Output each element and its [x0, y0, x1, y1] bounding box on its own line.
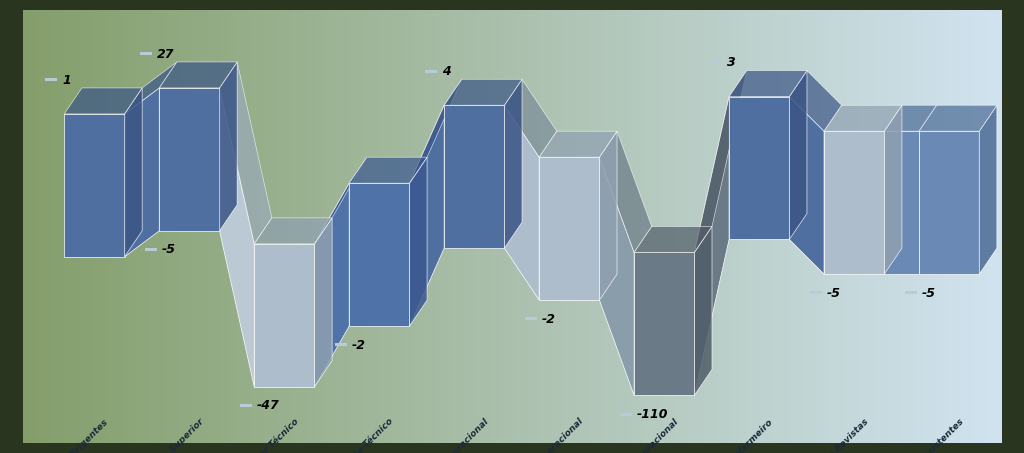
Polygon shape [694, 71, 746, 252]
Polygon shape [885, 105, 902, 274]
Polygon shape [349, 183, 410, 326]
Bar [621, 413, 632, 416]
Text: Encarregado Geral Operacional: Encarregado Geral Operacional [372, 417, 490, 453]
Bar [711, 61, 722, 64]
Text: 3: 3 [727, 56, 735, 69]
Polygon shape [790, 71, 842, 131]
Polygon shape [885, 131, 919, 274]
Bar [335, 343, 347, 347]
Polygon shape [314, 218, 332, 387]
Polygon shape [885, 105, 937, 131]
Polygon shape [444, 79, 522, 105]
Polygon shape [219, 62, 271, 244]
Polygon shape [219, 88, 254, 387]
Polygon shape [444, 105, 505, 248]
Text: -5: -5 [826, 287, 841, 300]
Polygon shape [65, 88, 142, 114]
Text: -110: -110 [637, 408, 669, 421]
Text: 1: 1 [62, 74, 71, 87]
Text: -2: -2 [542, 313, 556, 326]
Polygon shape [979, 105, 997, 274]
Bar [241, 404, 252, 407]
Polygon shape [410, 105, 444, 326]
Polygon shape [790, 71, 807, 240]
Bar [145, 248, 157, 251]
Polygon shape [540, 131, 617, 157]
Polygon shape [125, 88, 160, 257]
Text: Carreiras não Revistas: Carreiras não Revistas [783, 417, 870, 453]
Polygon shape [314, 157, 367, 244]
Polygon shape [824, 131, 885, 274]
Polygon shape [634, 226, 712, 252]
Text: Dirigentes: Dirigentes [67, 417, 111, 453]
Bar [140, 52, 153, 55]
Polygon shape [919, 131, 979, 274]
Text: -2: -2 [352, 339, 366, 352]
Text: Assistente Operacional: Assistente Operacional [591, 417, 680, 453]
Polygon shape [125, 62, 177, 114]
Text: -47: -47 [257, 399, 280, 412]
Text: Técnico Superior: Técnico Superior [139, 417, 206, 453]
Bar [810, 291, 822, 294]
Polygon shape [314, 183, 349, 387]
Text: 4: 4 [442, 65, 451, 78]
Polygon shape [694, 96, 729, 395]
Polygon shape [729, 71, 807, 96]
Polygon shape [599, 131, 651, 252]
Text: Enfermeiro: Enfermeiro [729, 417, 775, 453]
Bar [45, 78, 57, 82]
Text: -5: -5 [922, 287, 936, 300]
Polygon shape [540, 157, 599, 300]
Polygon shape [254, 218, 332, 244]
Polygon shape [160, 88, 219, 231]
Bar [905, 291, 916, 294]
Polygon shape [219, 62, 238, 231]
Polygon shape [729, 96, 790, 240]
Polygon shape [65, 114, 125, 257]
Polygon shape [790, 96, 824, 274]
Text: -5: -5 [162, 243, 176, 256]
Polygon shape [919, 105, 997, 131]
Text: Coordenador Técnico: Coordenador Técnico [219, 417, 300, 453]
Polygon shape [410, 79, 462, 183]
Polygon shape [599, 131, 617, 300]
Bar [525, 318, 537, 320]
Text: 27: 27 [157, 48, 175, 61]
Polygon shape [824, 105, 902, 131]
Polygon shape [410, 157, 427, 326]
Polygon shape [125, 88, 142, 257]
Text: Encarregado Operacional: Encarregado Operacional [488, 417, 586, 453]
Polygon shape [505, 79, 522, 248]
Polygon shape [599, 157, 634, 395]
Polygon shape [254, 244, 314, 387]
Polygon shape [505, 105, 540, 300]
Bar [425, 70, 437, 73]
Text: Categorias Subsistentes: Categorias Subsistentes [871, 417, 966, 453]
Polygon shape [160, 62, 238, 88]
Polygon shape [694, 226, 712, 395]
Polygon shape [634, 252, 694, 395]
Text: Assistente Técnico: Assistente Técnico [323, 417, 395, 453]
Polygon shape [505, 79, 557, 157]
Polygon shape [349, 157, 427, 183]
